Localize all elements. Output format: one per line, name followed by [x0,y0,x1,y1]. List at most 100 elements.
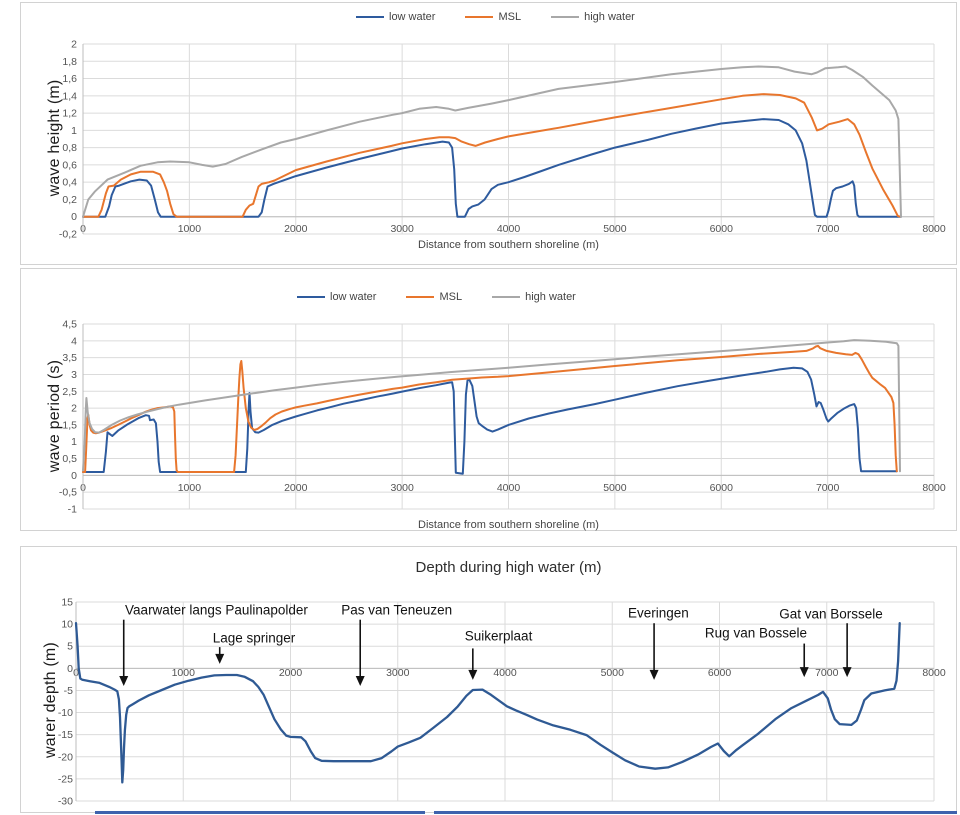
y-axis-tick-label: 0,2 [62,194,77,206]
annotation-label: Lage springer [213,630,296,645]
y-axis-tick-label: 3,5 [62,352,77,364]
x-axis-tick-label: 5000 [601,667,625,679]
y-axis-tick-label: 0 [67,663,73,675]
x-axis-title: Distance from southern shoreline (m) [418,239,599,251]
x-axis-tick-label: 7000 [816,223,840,235]
x-axis-tick-label: 4000 [497,482,521,494]
x-axis-title: Distance from southern shoreline (m) [418,519,599,531]
x-axis-tick-label: 3000 [390,482,414,494]
x-axis-tick-label: 7000 [816,482,840,494]
x-axis-tick-label: 8000 [922,667,946,679]
series-line-high-water [82,339,901,473]
y-axis-tick-label: 1 [71,125,77,137]
series-line-msl [82,93,901,218]
annotation-label: Vaarwater langs Paulinapolder [125,602,308,617]
legend-item-msl: MSL [465,11,521,23]
y-axis-tick-label: 2 [71,39,77,51]
y-axis-tick-label: 3 [71,369,77,381]
y-axis-tick-label: -1 [68,504,77,516]
y-axis-tick-label: 1,8 [62,56,77,68]
legend-item-low-water: low water [297,291,376,303]
wave-period-chart-svg: 0 1000 2000 3000 4000 5000 6000 7000 8000 4,5 4 3,5… [59,319,946,516]
y-axis-tick-label: 1,4 [62,90,77,102]
annotation-arrowhead-icon [799,667,809,678]
x-axis-tick-label: 3000 [386,667,410,679]
x-axis-tick-label: 1000 [178,482,202,494]
y-axis-tick-label: 0 [71,211,77,223]
high-water-line-swatch-icon [551,16,580,18]
y-axis-tick-label: -15 [58,729,73,741]
x-axis-tick-label: 6000 [708,667,732,679]
y-axis-tick-label: 2,5 [62,386,77,398]
legend-label: high water [584,11,635,23]
annotation-label: Everingen [628,606,689,621]
legend-item-high-water: high water [492,291,576,303]
y-axis-tick-label: 2 [71,403,77,415]
x-axis-tick-label: 8000 [922,482,946,494]
msl-line-swatch-icon [406,296,435,298]
y-axis-tick-label: 4,5 [62,319,77,331]
x-axis-tick-label: 4000 [497,223,521,235]
annotation-label: Gat van Borssele [779,606,883,621]
wave-height-legend: low water MSL high water [356,11,635,23]
x-axis-tick-label: 6000 [710,223,734,235]
annotation-arrowhead-icon [649,669,659,680]
y-axis-tick-label: -25 [58,773,73,785]
y-axis-tick-label: -5 [64,685,73,697]
y-axis-tick-label: 0,5 [62,453,77,465]
legend-label: low water [330,291,377,303]
x-axis-tick-label: 2000 [284,223,308,235]
x-axis-tick-label: 5000 [603,223,627,235]
chart-title: Depth during high water (m) [415,559,602,576]
series-line-depth [74,622,901,784]
legend-item-low-water: low water [356,11,435,23]
y-axis-tick-label: 0,8 [62,142,77,154]
y-axis-tick-label: 1,2 [62,108,77,120]
legend-label: MSL [498,11,522,23]
x-axis-tick-label: 2000 [279,667,303,679]
y-axis-tick-label: -0,2 [59,229,77,241]
x-axis-tick-label: 1000 [178,223,202,235]
annotation-arrowhead-icon [842,667,852,678]
y-axis-tick-label: 5 [67,641,73,653]
annotation-label: Rug van Bossele [705,625,807,640]
annotation-arrowhead-icon [119,676,129,687]
wave-period-chart-panel: 0 1000 2000 3000 4000 5000 6000 7000 8000 4,5 4 3,5… [20,268,957,531]
y-axis-tick-label: 15 [61,597,73,609]
wave-height-chart-svg: 0 1000 2000 3000 4000 5000 6000 7000 8000 2 1,8 1,6… [59,39,946,241]
y-axis-tick-label: -10 [58,707,73,719]
depth-chart-svg: 010002000300040005000600070008000151050-… [58,597,946,808]
bottom-accent-bar [434,811,957,814]
y-axis-title: wave height (m) [46,79,63,197]
depth-chart-panel: 010002000300040005000600070008000151050-… [20,546,957,813]
annotation-label: Pas van Teneuzen [341,602,452,617]
y-axis-tick-label: 0,4 [62,177,77,189]
low-water-line-swatch-icon [356,16,384,18]
x-axis-tick-label: 4000 [493,667,517,679]
y-axis-tick-label: 0 [71,470,77,482]
series-line-msl [82,344,898,473]
y-axis-title: wave period (s) [46,359,63,473]
annotation-arrowhead-icon [468,669,478,680]
series-line-high-water [82,65,902,218]
msl-line-swatch-icon [465,16,494,18]
legend-label: low water [389,11,436,23]
bottom-accent-bar [95,811,425,814]
x-axis-tick-label: 3000 [390,223,414,235]
y-axis-title: warer depth (m) [42,642,59,758]
legend-item-high-water: high water [551,11,635,23]
low-water-line-swatch-icon [297,296,325,298]
y-axis-tick-label: -30 [58,796,73,808]
annotation-arrowhead-icon [355,676,365,687]
y-axis-tick-label: -0,5 [59,487,77,499]
y-axis-tick-label: 1,6 [62,73,77,85]
legend-item-msl: MSL [406,291,462,303]
high-water-line-swatch-icon [492,296,521,298]
y-axis-tick-label: 4 [71,335,77,347]
x-axis-tick-label: 8000 [922,223,946,235]
y-axis-tick-label: 1,5 [62,419,77,431]
legend-label: MSL [439,291,463,303]
legend-label: high water [525,291,576,303]
series-line-low-water [82,118,902,218]
